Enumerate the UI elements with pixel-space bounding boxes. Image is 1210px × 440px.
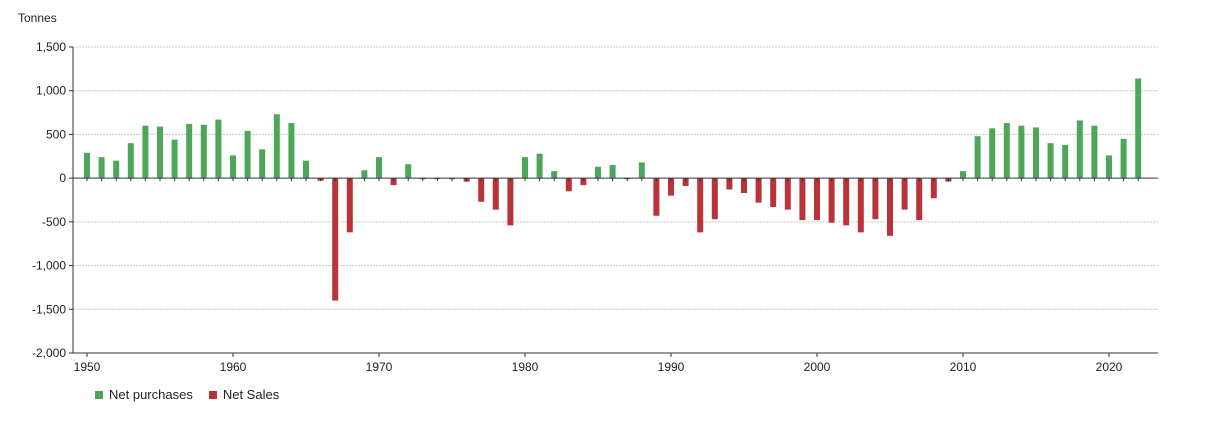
y-axis: 1,500 1,000 500 0 -500 -1,000 -1,500 -2,000	[32, 40, 74, 360]
x-tick-label: 1950	[74, 360, 101, 374]
bar-1999	[799, 178, 806, 221]
bar-1971	[390, 178, 397, 186]
legend-swatch-net-sales	[208, 390, 217, 399]
bar-1983	[565, 178, 572, 192]
bar-2011	[974, 136, 981, 179]
bar-1977	[478, 178, 485, 202]
bar-1968	[346, 178, 353, 233]
bar-2020	[1106, 155, 1112, 179]
bar-1953	[127, 143, 134, 179]
x-tick-label: 1980	[512, 360, 539, 374]
bar-1986	[609, 165, 616, 179]
x-tick-label: 1970	[366, 360, 393, 374]
bar-1964	[288, 123, 295, 179]
bar-2007	[916, 178, 923, 221]
bar-2017	[1062, 144, 1069, 179]
bar-1998	[784, 178, 791, 210]
legend-swatch-net-purchases	[95, 390, 103, 399]
bar-2003	[857, 178, 864, 233]
y-tick-label: 0	[59, 171, 66, 185]
x-axis: 1950 1960 1970 1980 1990 2000 2010 2020	[73, 177, 1158, 374]
bar-2019	[1091, 125, 1098, 179]
bar-1992	[697, 178, 704, 233]
bar-1959	[215, 119, 222, 179]
bar-1984	[580, 178, 587, 186]
bar-1965	[303, 160, 309, 179]
x-tick-label: 1990	[658, 360, 685, 374]
bar-2022	[1135, 78, 1142, 179]
bar-1990	[668, 178, 674, 196]
bar-2018	[1076, 120, 1083, 179]
bar-1991	[682, 178, 689, 187]
bar-1979	[507, 178, 514, 226]
bar-1967	[332, 178, 339, 301]
bar-1954	[142, 125, 149, 179]
x-tick-label: 2000	[804, 360, 831, 374]
y-tick-label: -1,500	[32, 302, 66, 316]
legend-item-net-sales: Net Sales	[208, 387, 280, 402]
bar-2021	[1120, 138, 1127, 179]
y-tick-label: 1,500	[36, 40, 66, 54]
bar-1982	[551, 171, 558, 179]
bar-1989	[653, 178, 660, 216]
bar-2010	[960, 171, 966, 179]
x-tick-label: 2020	[1096, 360, 1123, 374]
bar-1994	[726, 178, 733, 190]
bar-2004	[872, 178, 879, 220]
y-tick-label: 500	[46, 127, 66, 141]
bar-1951	[98, 157, 105, 179]
bar-1950	[84, 152, 90, 179]
bar-2000	[814, 178, 820, 221]
bar-1957	[186, 123, 193, 179]
bar-1996	[755, 178, 762, 203]
bar-1961	[244, 130, 251, 179]
bar-2006	[901, 178, 908, 210]
bar-2012	[989, 128, 996, 179]
bar-1980	[522, 157, 528, 179]
bar-1972	[405, 164, 412, 179]
legend-label-net-purchases: Net purchases	[109, 387, 193, 402]
bar-2001	[828, 178, 835, 223]
bar-1981	[536, 153, 543, 179]
bar-1985	[595, 166, 601, 179]
bar-1958	[200, 124, 207, 179]
bar-1960	[230, 155, 236, 179]
legend-label-net-sales: Net Sales	[222, 387, 280, 402]
bar-2008	[930, 178, 937, 199]
bar-1988	[638, 162, 645, 179]
bar-1963	[273, 114, 280, 179]
bar-1956	[171, 139, 178, 179]
y-tick-label: -2,000	[32, 346, 66, 360]
bar-1969	[361, 170, 368, 179]
bars	[84, 78, 1142, 301]
bar-2002	[843, 178, 850, 226]
gridlines	[73, 46, 1158, 354]
bar-1955	[157, 126, 163, 179]
x-tick-label: 2010	[950, 360, 977, 374]
x-tick-label: 1960	[220, 360, 247, 374]
y-tick-label: -1,000	[32, 259, 66, 273]
bar-1978	[492, 178, 499, 210]
bar-1962	[259, 149, 266, 179]
bar-2016	[1047, 143, 1054, 179]
y-tick-label: 1,000	[36, 84, 66, 98]
bar-2015	[1033, 127, 1039, 179]
bar-1993	[711, 178, 718, 220]
legend-item-net-purchases: Net purchases	[95, 387, 193, 402]
bar-1995	[741, 178, 747, 194]
bar-2013	[1003, 123, 1010, 179]
bar-1997	[770, 178, 777, 207]
bar-2014	[1018, 125, 1025, 179]
bar-1952	[113, 160, 120, 179]
y-tick-label: -500	[42, 215, 66, 229]
bar-1970	[376, 157, 382, 179]
y-axis-label: Tonnes	[18, 11, 57, 25]
legend: Net purchases Net Sales	[95, 387, 279, 402]
bar-2005	[887, 178, 893, 236]
